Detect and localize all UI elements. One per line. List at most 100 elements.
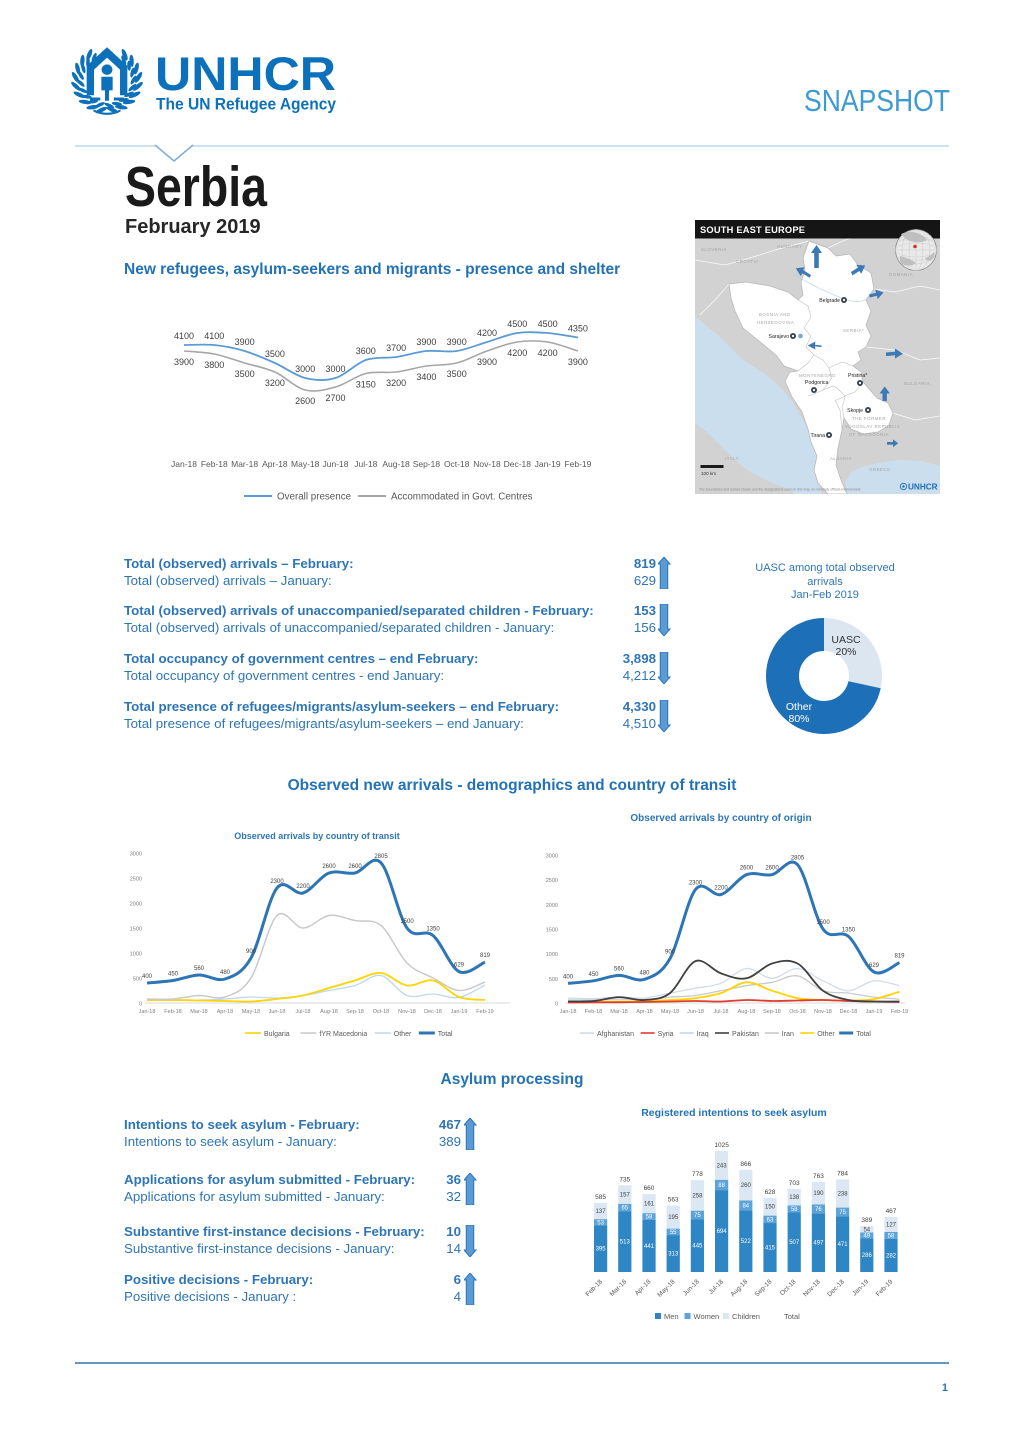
svg-text:3900: 3900	[568, 357, 588, 367]
svg-text:400: 400	[142, 974, 153, 980]
svg-text:Nov-18: Nov-18	[473, 459, 501, 469]
svg-text:Mar-18: Mar-18	[610, 1009, 627, 1015]
svg-text:3900: 3900	[235, 337, 255, 347]
svg-text:2300: 2300	[689, 881, 703, 887]
svg-text:3000: 3000	[295, 364, 315, 374]
svg-text:Sep-18: Sep-18	[763, 1009, 781, 1015]
svg-text:The boundaries and names shown: The boundaries and names shown and the d…	[699, 488, 861, 492]
svg-text:3000: 3000	[130, 852, 142, 858]
svg-text:Jun-18: Jun-18	[687, 1009, 704, 1015]
svg-text:Other: Other	[817, 1031, 835, 1038]
svg-text:BULGARIA: BULGARIA	[904, 381, 930, 386]
svg-text:Jan-19: Jan-19	[451, 1009, 468, 1015]
svg-text:Bulgaria: Bulgaria	[264, 1031, 290, 1038]
svg-text:GREECE: GREECE	[869, 467, 891, 472]
svg-text:480: 480	[639, 970, 650, 976]
svg-text:Dec-18: Dec-18	[826, 1278, 846, 1298]
svg-text:ALBANIA: ALBANIA	[830, 456, 852, 461]
svg-text:660: 660	[644, 1185, 655, 1192]
svg-text:3900: 3900	[416, 337, 436, 347]
svg-text:2300: 2300	[270, 879, 284, 885]
svg-text:fYR Macedonia: fYR Macedonia	[319, 1031, 367, 1038]
svg-text:Mar-18: Mar-18	[231, 459, 258, 469]
svg-text:UASC: UASC	[831, 634, 861, 646]
svg-text:THE FORMER: THE FORMER	[852, 416, 886, 421]
svg-text:4100: 4100	[174, 331, 194, 341]
svg-text:Skopje: Skopje	[847, 408, 863, 414]
svg-text:Men: Men	[664, 1312, 679, 1321]
svg-text:150: 150	[765, 1205, 776, 1211]
svg-text:0: 0	[139, 1002, 142, 1008]
svg-text:238: 238	[838, 1192, 849, 1198]
svg-text:3150: 3150	[356, 380, 376, 390]
svg-text:Apr-18: Apr-18	[262, 459, 288, 469]
svg-text:190: 190	[813, 1191, 824, 1197]
svg-text:May-18: May-18	[656, 1278, 677, 1299]
svg-text:441: 441	[644, 1244, 655, 1250]
svg-text:1500: 1500	[130, 927, 142, 933]
svg-text:Aug-18: Aug-18	[738, 1009, 756, 1015]
svg-text:Jun-18: Jun-18	[323, 459, 349, 469]
svg-text:522: 522	[741, 1239, 752, 1245]
svg-text:Total: Total	[438, 1031, 453, 1038]
svg-text:286: 286	[862, 1253, 873, 1259]
svg-text:Pakistan: Pakistan	[732, 1031, 759, 1038]
svg-text:1025: 1025	[714, 1142, 729, 1149]
svg-text:3500: 3500	[235, 369, 255, 379]
svg-text:HUNGARY: HUNGARY	[777, 244, 802, 249]
svg-text:2500: 2500	[130, 877, 142, 883]
svg-text:3200: 3200	[265, 378, 285, 388]
svg-text:1500: 1500	[546, 928, 558, 934]
svg-text:63: 63	[767, 1217, 774, 1223]
svg-text:Aug-18: Aug-18	[320, 1009, 338, 1015]
svg-text:819: 819	[894, 954, 905, 960]
svg-text:Nov-18: Nov-18	[802, 1278, 822, 1298]
svg-text:763: 763	[813, 1173, 824, 1180]
svg-text:3400: 3400	[416, 372, 436, 382]
svg-text:Jun-18: Jun-18	[269, 1009, 286, 1015]
svg-text:778: 778	[692, 1171, 703, 1178]
svg-text:Pristina*: Pristina*	[848, 373, 867, 379]
svg-text:137: 137	[596, 1209, 607, 1215]
svg-text:53: 53	[597, 1220, 604, 1226]
svg-text:Feb-19: Feb-19	[564, 459, 591, 469]
svg-text:3700: 3700	[386, 343, 406, 353]
svg-text:SLOVENIA: SLOVENIA	[701, 247, 727, 252]
svg-text:560: 560	[194, 966, 205, 972]
svg-text:3200: 3200	[386, 378, 406, 388]
svg-text:55: 55	[670, 1230, 677, 1236]
svg-text:Sep-18: Sep-18	[346, 1009, 364, 1015]
svg-text:Apr-18: Apr-18	[634, 1278, 653, 1297]
svg-text:Dec-18: Dec-18	[840, 1009, 858, 1015]
svg-text:Aug-18: Aug-18	[729, 1278, 749, 1298]
svg-text:Nov-18: Nov-18	[814, 1009, 832, 1015]
svg-text:76: 76	[815, 1207, 822, 1213]
svg-text:4200: 4200	[507, 348, 527, 358]
svg-text:629: 629	[869, 963, 880, 969]
svg-text:480: 480	[220, 970, 231, 976]
svg-text:May-18: May-18	[661, 1009, 679, 1015]
svg-text:445: 445	[692, 1244, 703, 1250]
svg-text:58: 58	[646, 1215, 653, 1221]
svg-text:313: 313	[668, 1252, 679, 1258]
svg-text:75: 75	[839, 1210, 846, 1216]
svg-text:54: 54	[863, 1227, 870, 1233]
svg-text:Podgorica: Podgorica	[805, 380, 828, 386]
svg-text:Apr-18: Apr-18	[636, 1009, 653, 1015]
svg-text:3500: 3500	[447, 369, 467, 379]
svg-text:Overall presence: Overall presence	[277, 492, 352, 503]
svg-text:ROMANIA: ROMANIA	[889, 272, 913, 277]
svg-text:513: 513	[620, 1240, 631, 1246]
svg-text:900: 900	[246, 949, 257, 955]
svg-text:Oct-18: Oct-18	[444, 459, 470, 469]
svg-text:2600: 2600	[765, 866, 779, 872]
svg-text:May-18: May-18	[291, 459, 320, 469]
svg-text:471: 471	[838, 1242, 849, 1248]
svg-text:138: 138	[789, 1195, 800, 1201]
svg-text:Feb-19: Feb-19	[891, 1009, 908, 1015]
svg-text:Dec-18: Dec-18	[504, 459, 532, 469]
svg-text:260: 260	[741, 1183, 752, 1189]
svg-text:195: 195	[668, 1215, 679, 1221]
svg-text:258: 258	[692, 1193, 703, 1199]
svg-text:735: 735	[619, 1176, 630, 1183]
